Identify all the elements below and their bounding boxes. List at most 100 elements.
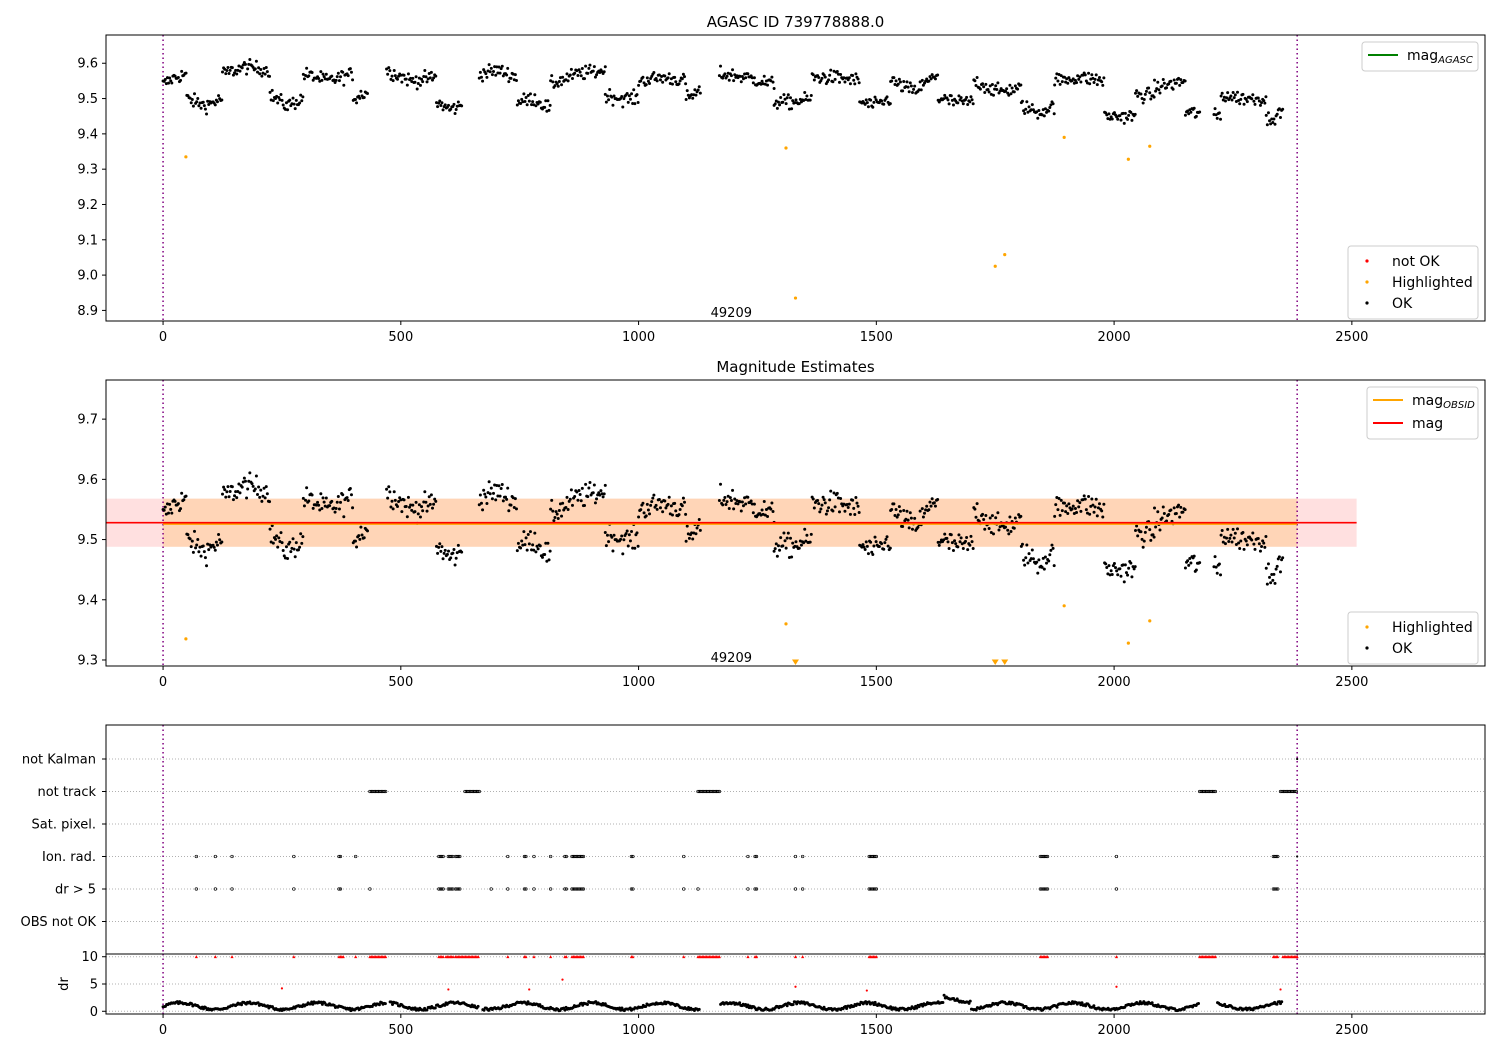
ok-point: [632, 88, 636, 92]
ok-point: [1097, 76, 1101, 80]
ok-point: [413, 510, 417, 514]
ok-point: [1235, 527, 1239, 531]
ok-point: [576, 498, 580, 502]
ok-point: [763, 513, 767, 517]
ok-point: [1174, 81, 1178, 85]
ok-point: [483, 492, 487, 496]
ok-point: [523, 543, 527, 547]
ok-point: [1037, 558, 1041, 562]
dr-flagged-point: [447, 988, 450, 991]
ok-point: [605, 533, 609, 537]
ok-point: [320, 507, 324, 511]
ok-point: [225, 69, 229, 73]
ok-point: [839, 497, 843, 501]
flag-marker: [716, 789, 720, 794]
ok-point: [570, 76, 574, 80]
dr-flagged-point: [1279, 988, 1282, 991]
ok-point: [1054, 503, 1058, 507]
ok-point: [1007, 532, 1011, 536]
ok-point: [782, 93, 786, 97]
ok-point: [951, 548, 955, 552]
ok-point: [324, 496, 328, 500]
ok-point: [556, 517, 560, 521]
ok-point: [1237, 541, 1241, 545]
ok-point: [1161, 77, 1165, 81]
dr-overflow-marker: [1295, 955, 1299, 959]
ok-point: [583, 77, 587, 81]
ok-point: [870, 550, 874, 554]
ok-point: [438, 99, 442, 103]
ok-point: [694, 532, 698, 536]
ok-point: [784, 102, 788, 106]
ok-point: [1075, 81, 1079, 85]
ok-point: [1043, 555, 1047, 559]
ok-point: [255, 492, 259, 496]
ok-point: [333, 510, 337, 514]
ok-point: [586, 71, 590, 75]
ok-point: [786, 531, 790, 535]
flag-marker: [440, 887, 444, 891]
ok-point: [1183, 113, 1187, 117]
ok-point: [721, 503, 725, 507]
ok-point: [1067, 76, 1071, 80]
ok-point: [1035, 560, 1039, 564]
ok-point: [864, 540, 868, 544]
flag-marker: [440, 854, 444, 859]
ok-point: [557, 508, 561, 512]
ok-point: [923, 511, 927, 515]
ok-point: [1143, 92, 1147, 96]
ok-point: [871, 105, 875, 109]
ok-point: [527, 99, 531, 103]
ok-point: [536, 547, 540, 551]
ok-point: [1167, 82, 1171, 86]
ok-point: [1213, 107, 1217, 111]
ok-point: [243, 62, 247, 66]
ok-point: [1116, 573, 1120, 577]
ok-point: [414, 75, 418, 79]
ok-point: [920, 78, 924, 82]
ok-point: [1194, 114, 1198, 118]
dr-point: [974, 1008, 978, 1012]
ok-point: [917, 88, 921, 92]
flag-marker: [1114, 887, 1119, 891]
ok-point: [453, 563, 457, 567]
ok-point: [1256, 537, 1260, 541]
ok-point: [908, 81, 912, 85]
ok-point: [230, 66, 234, 70]
ok-point: [341, 493, 345, 497]
ok-point: [418, 515, 422, 519]
ok-point: [905, 80, 909, 84]
ok-point: [645, 76, 649, 80]
ok-point: [1239, 97, 1243, 101]
ok-point: [268, 527, 272, 531]
ok-point: [1048, 553, 1052, 557]
ok-point: [1085, 511, 1089, 515]
ok-point: [611, 549, 615, 553]
flag-marker: [1276, 887, 1280, 891]
dr-point: [482, 1008, 486, 1012]
ok-point: [553, 84, 557, 88]
category-label: not Kalman: [22, 753, 96, 768]
ok-point: [188, 96, 192, 100]
flag-marker: [1213, 789, 1218, 794]
ok-point: [288, 98, 292, 102]
ok-point: [690, 93, 694, 97]
ok-point: [1177, 503, 1181, 507]
ok-point: [863, 102, 867, 106]
y-tick-label: 9.7: [77, 413, 98, 428]
ok-point: [1013, 516, 1017, 520]
ok-point: [176, 75, 180, 79]
flag-marker: [548, 887, 553, 891]
ok-point: [271, 541, 275, 545]
y-tick-label: 9.1: [77, 233, 98, 248]
ok-point: [693, 88, 697, 92]
ok-point: [566, 507, 570, 511]
ok-point: [954, 542, 958, 546]
ok-point: [353, 539, 357, 543]
ok-point: [723, 72, 727, 76]
ok-point: [684, 512, 688, 516]
legend-label: OK: [1392, 641, 1413, 657]
ok-point: [220, 98, 224, 102]
ok-point: [534, 104, 538, 108]
ok-point: [652, 71, 656, 75]
